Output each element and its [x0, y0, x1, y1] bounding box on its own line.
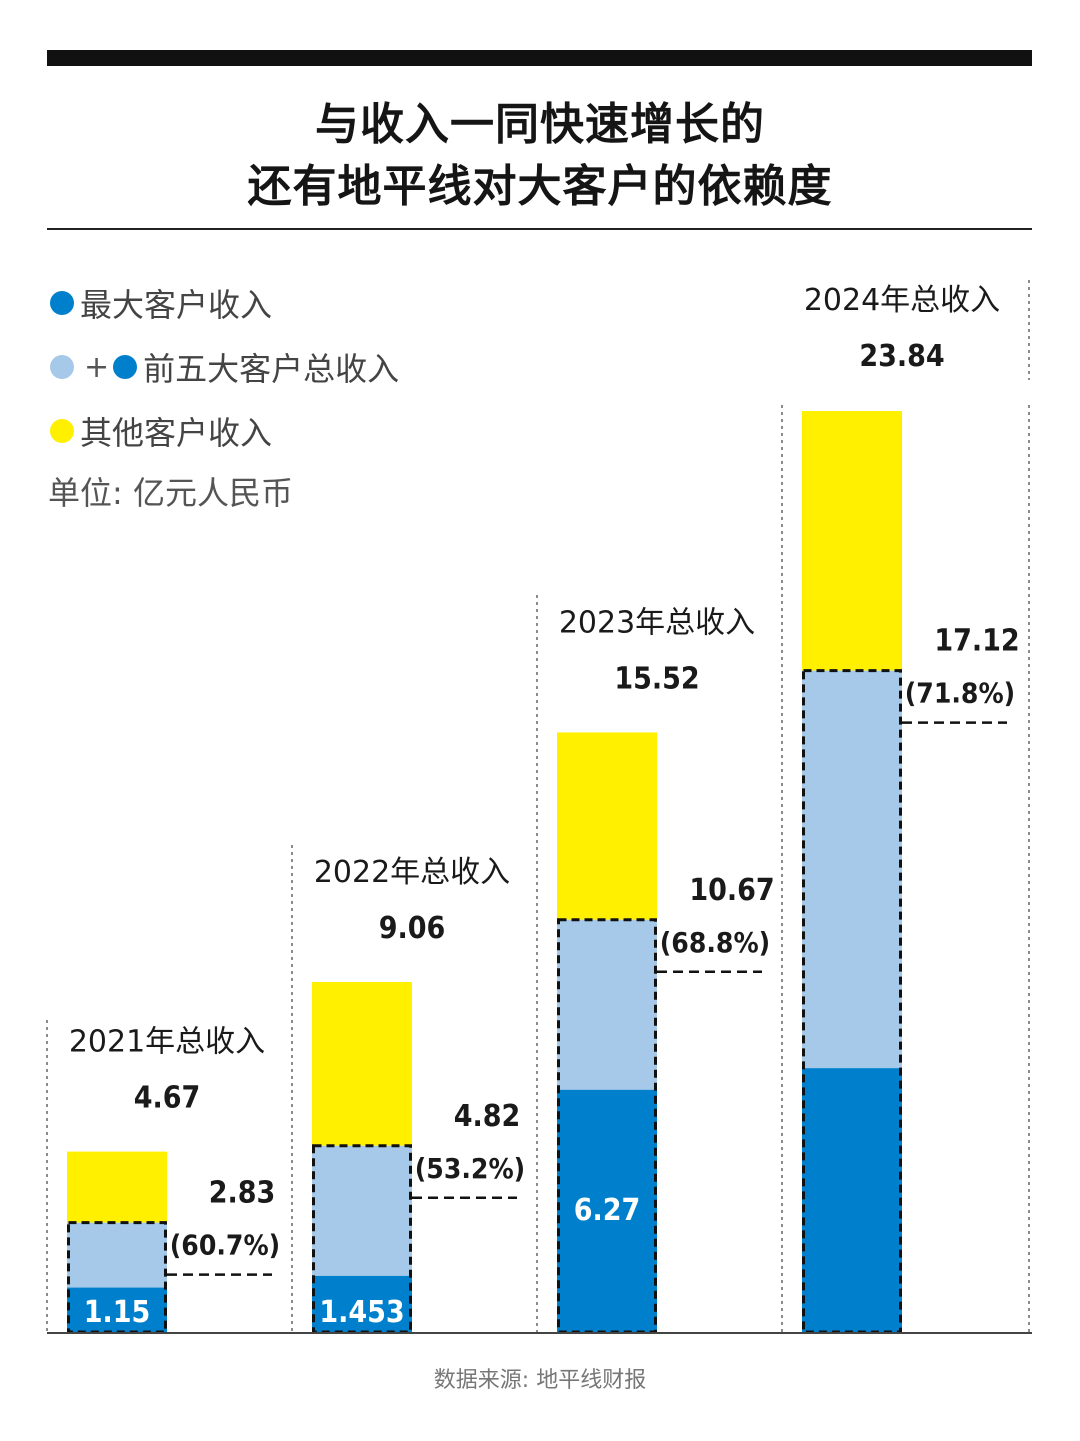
legend-top5-label: 前五大客户总收入: [143, 350, 400, 388]
legend-other-label: 其他客户收入: [80, 414, 273, 452]
bar-top5-rest-2021: [67, 1222, 167, 1288]
top5-value-2021: 2.83: [209, 1176, 276, 1211]
bar-largest-2023: [557, 1089, 657, 1332]
legend-other-dot: [50, 419, 74, 443]
legend-top5: + 前五大客户总收入: [50, 344, 399, 390]
legend-top5-light-dot: [50, 355, 74, 379]
legend-largest-label: 最大客户收入: [80, 286, 273, 324]
total-label-2021: 2021年总收入: [69, 1025, 265, 1060]
largest-value-2022: 1.453: [319, 1295, 404, 1330]
total-value-2021: 4.67: [134, 1081, 201, 1116]
total-value-2024: 23.84: [859, 339, 944, 374]
bar-other-2022: [312, 981, 412, 1146]
unit-label: 单位: 亿元人民币: [48, 474, 293, 512]
legend-plus-sign: +: [84, 349, 110, 385]
title-line-2: 还有地平线对大客户的依赖度: [247, 161, 833, 212]
total-value-2022: 9.06: [379, 911, 446, 946]
title-line-1: 与收入一同快速增长的: [315, 99, 765, 150]
largest-value-2023: 6.27: [574, 1193, 641, 1228]
bar-largest-2022: [312, 1275, 412, 1332]
top5-share-2024: (71.8%): [905, 677, 1015, 710]
bar-top5-rest-2022: [312, 1145, 412, 1276]
legend-largest: 最大客户收入: [50, 280, 272, 326]
bar-other-2024: [802, 411, 902, 671]
total-value-2023: 15.52: [614, 661, 699, 696]
top5-value-2024: 17.12: [934, 624, 1019, 659]
top5-value-2022: 4.82: [454, 1099, 521, 1134]
bar-other-2023: [557, 732, 657, 920]
bar-largest-2024: [802, 1068, 902, 1332]
top5-value-2023: 10.67: [689, 873, 774, 908]
title-divider: [47, 228, 1032, 230]
total-label-2024: 2024年总收入: [804, 283, 1000, 318]
top5-outline-2023: [557, 918, 657, 1334]
top-bar: [47, 50, 1032, 66]
largest-value-2021: 1.15: [84, 1295, 151, 1330]
bar-top5-rest-2023: [557, 919, 657, 1090]
bar-other-2021: [67, 1151, 167, 1223]
legend-largest-dot: [50, 291, 74, 315]
top5-share-2023: (68.8%): [660, 926, 770, 959]
legend-top5-dark-dot: [113, 355, 138, 379]
bar-largest-2021: [67, 1287, 167, 1332]
top5-share-2022: (53.2%): [415, 1152, 525, 1185]
total-label-2022: 2022年总收入: [314, 855, 510, 890]
bar-top5-rest-2024: [802, 670, 902, 1069]
legend-other: 其他客户收入: [50, 408, 272, 454]
top5-share-2021: (60.7%): [170, 1229, 280, 1262]
total-label-2023: 2023年总收入: [559, 605, 755, 640]
data-source: 数据来源: 地平线财报: [433, 1368, 647, 1393]
